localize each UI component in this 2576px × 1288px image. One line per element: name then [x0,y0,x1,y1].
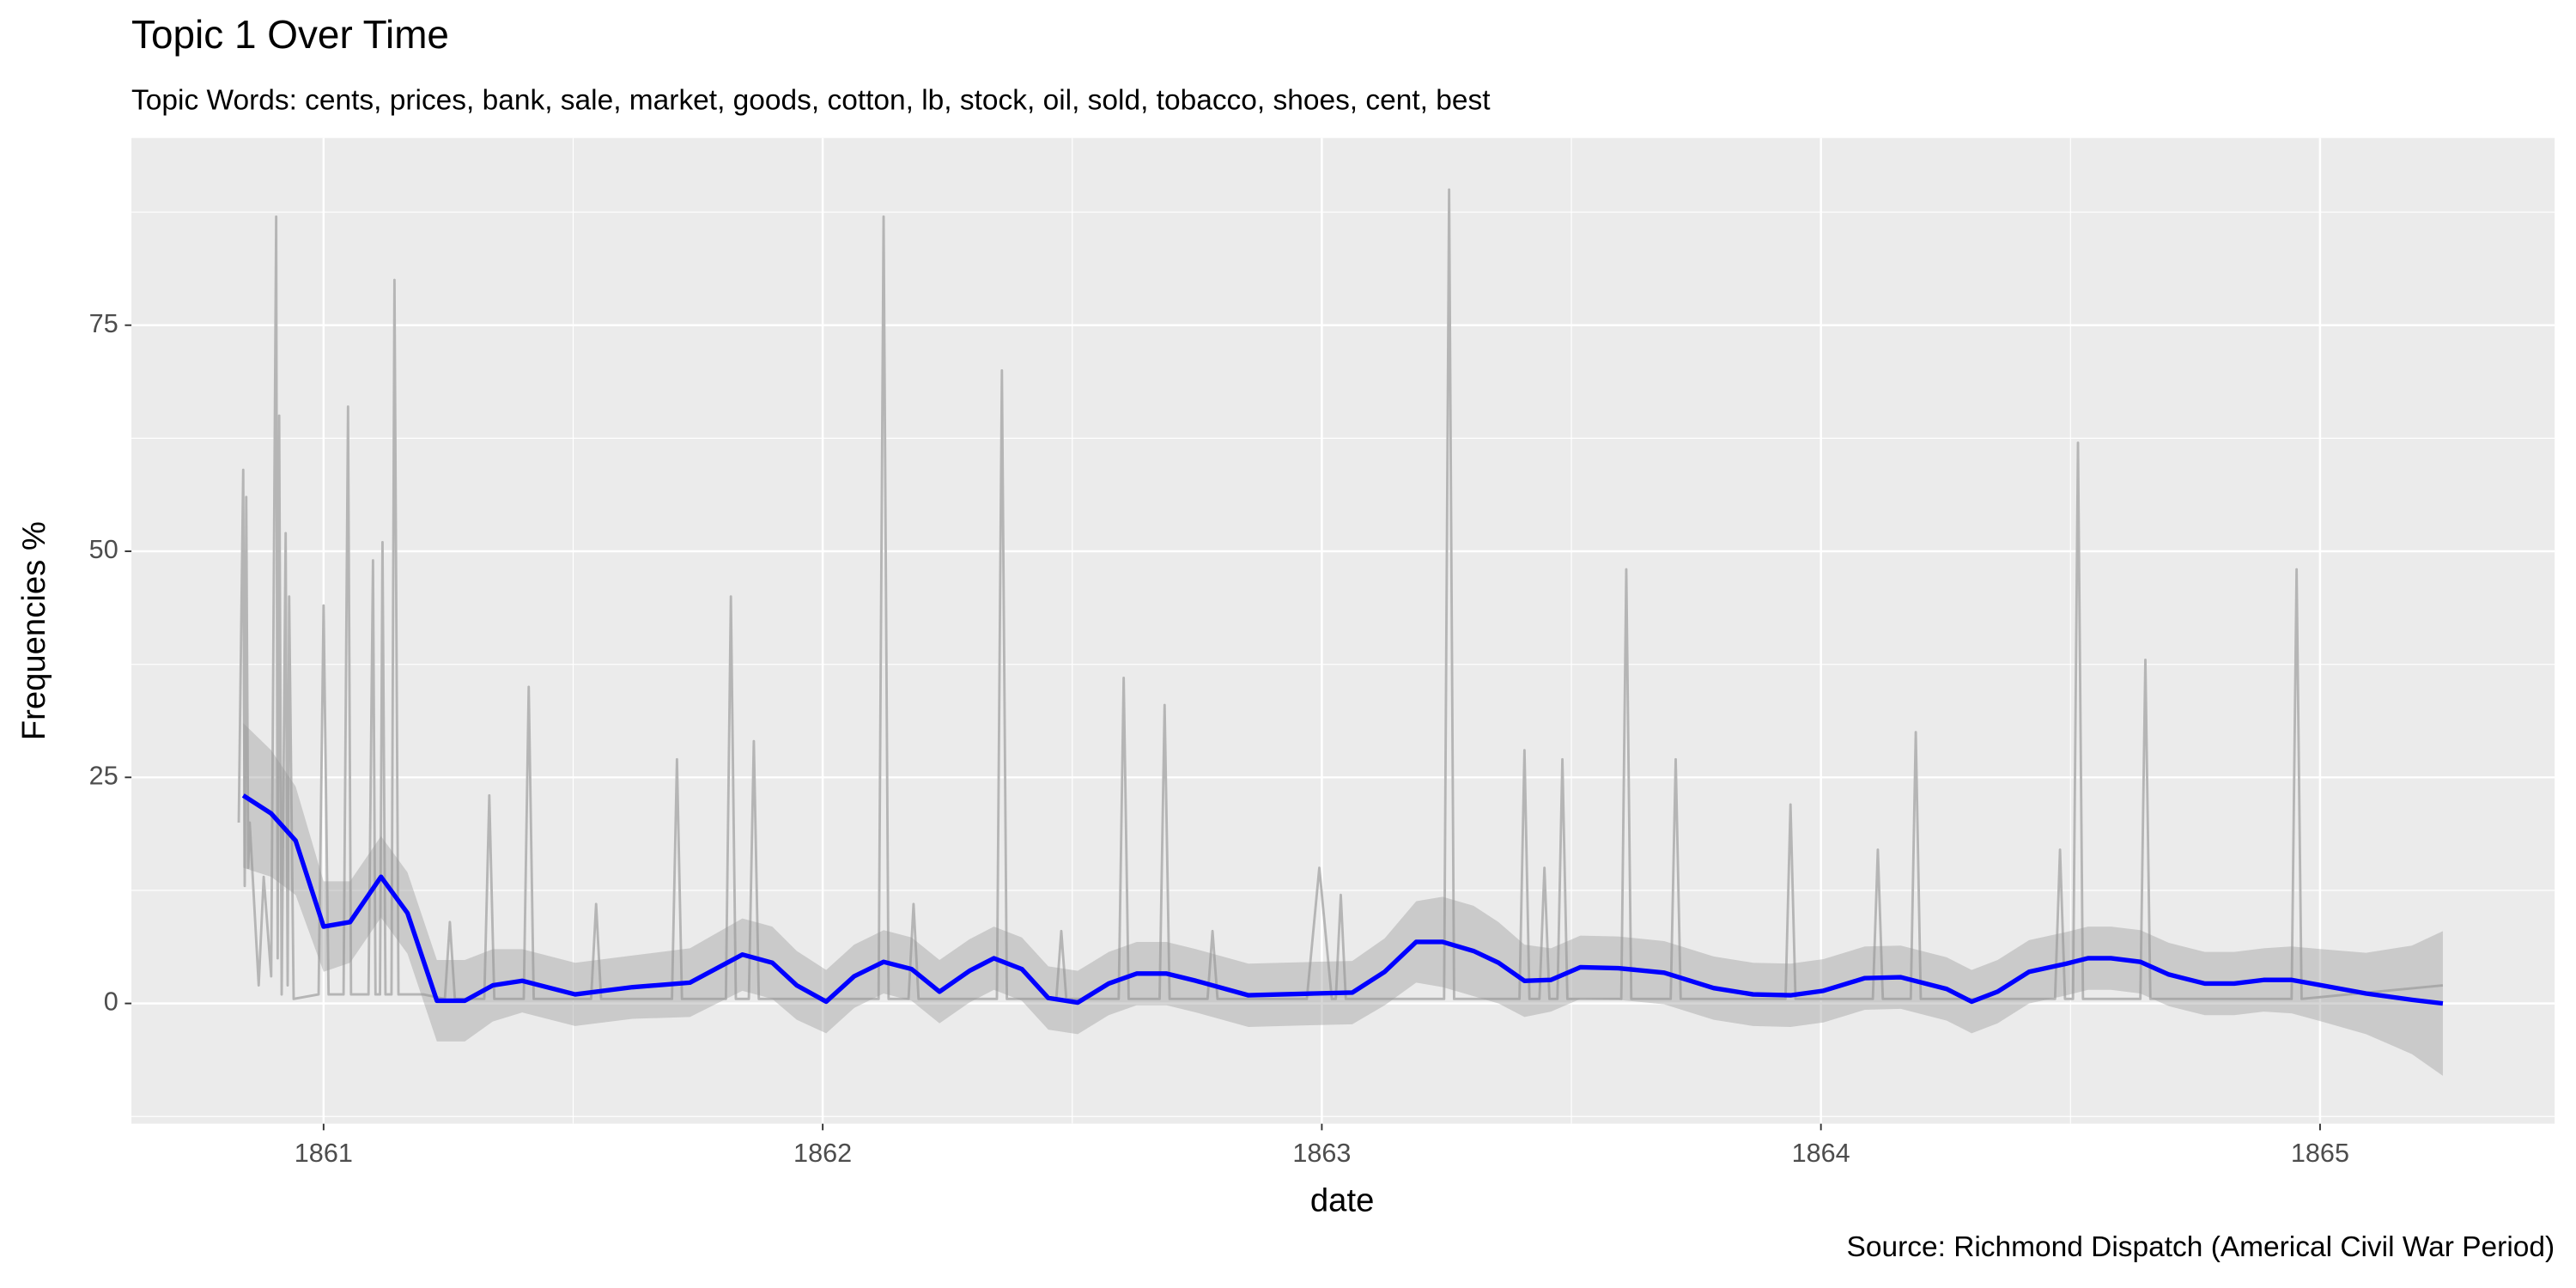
x-tick-label: 1862 [793,1139,852,1168]
caption: Source: Richmond Dispatch (Americal Civi… [1847,1231,2555,1263]
x-tick-label: 1865 [2291,1139,2349,1168]
y-tick-label: 75 [89,309,118,338]
y-tick-label: 25 [89,761,118,790]
y-tick-label: 50 [89,535,118,564]
x-tick-label: 1864 [1792,1139,1850,1168]
x-tick-label: 1861 [295,1139,353,1168]
raw-line [237,188,2444,1000]
x-tick-label: 1863 [1292,1139,1351,1168]
smooth-line [241,793,2444,1006]
y-axis-title: Frequencies % [15,521,52,740]
y-tick-label: 0 [104,987,118,1017]
x-axis-title: date [1310,1182,1374,1219]
chart-title: Topic 1 Over Time [131,12,449,57]
confidence-ribbon [243,723,2443,1076]
chart-subtitle: Topic Words: cents, prices, bank, sale, … [131,84,1491,116]
